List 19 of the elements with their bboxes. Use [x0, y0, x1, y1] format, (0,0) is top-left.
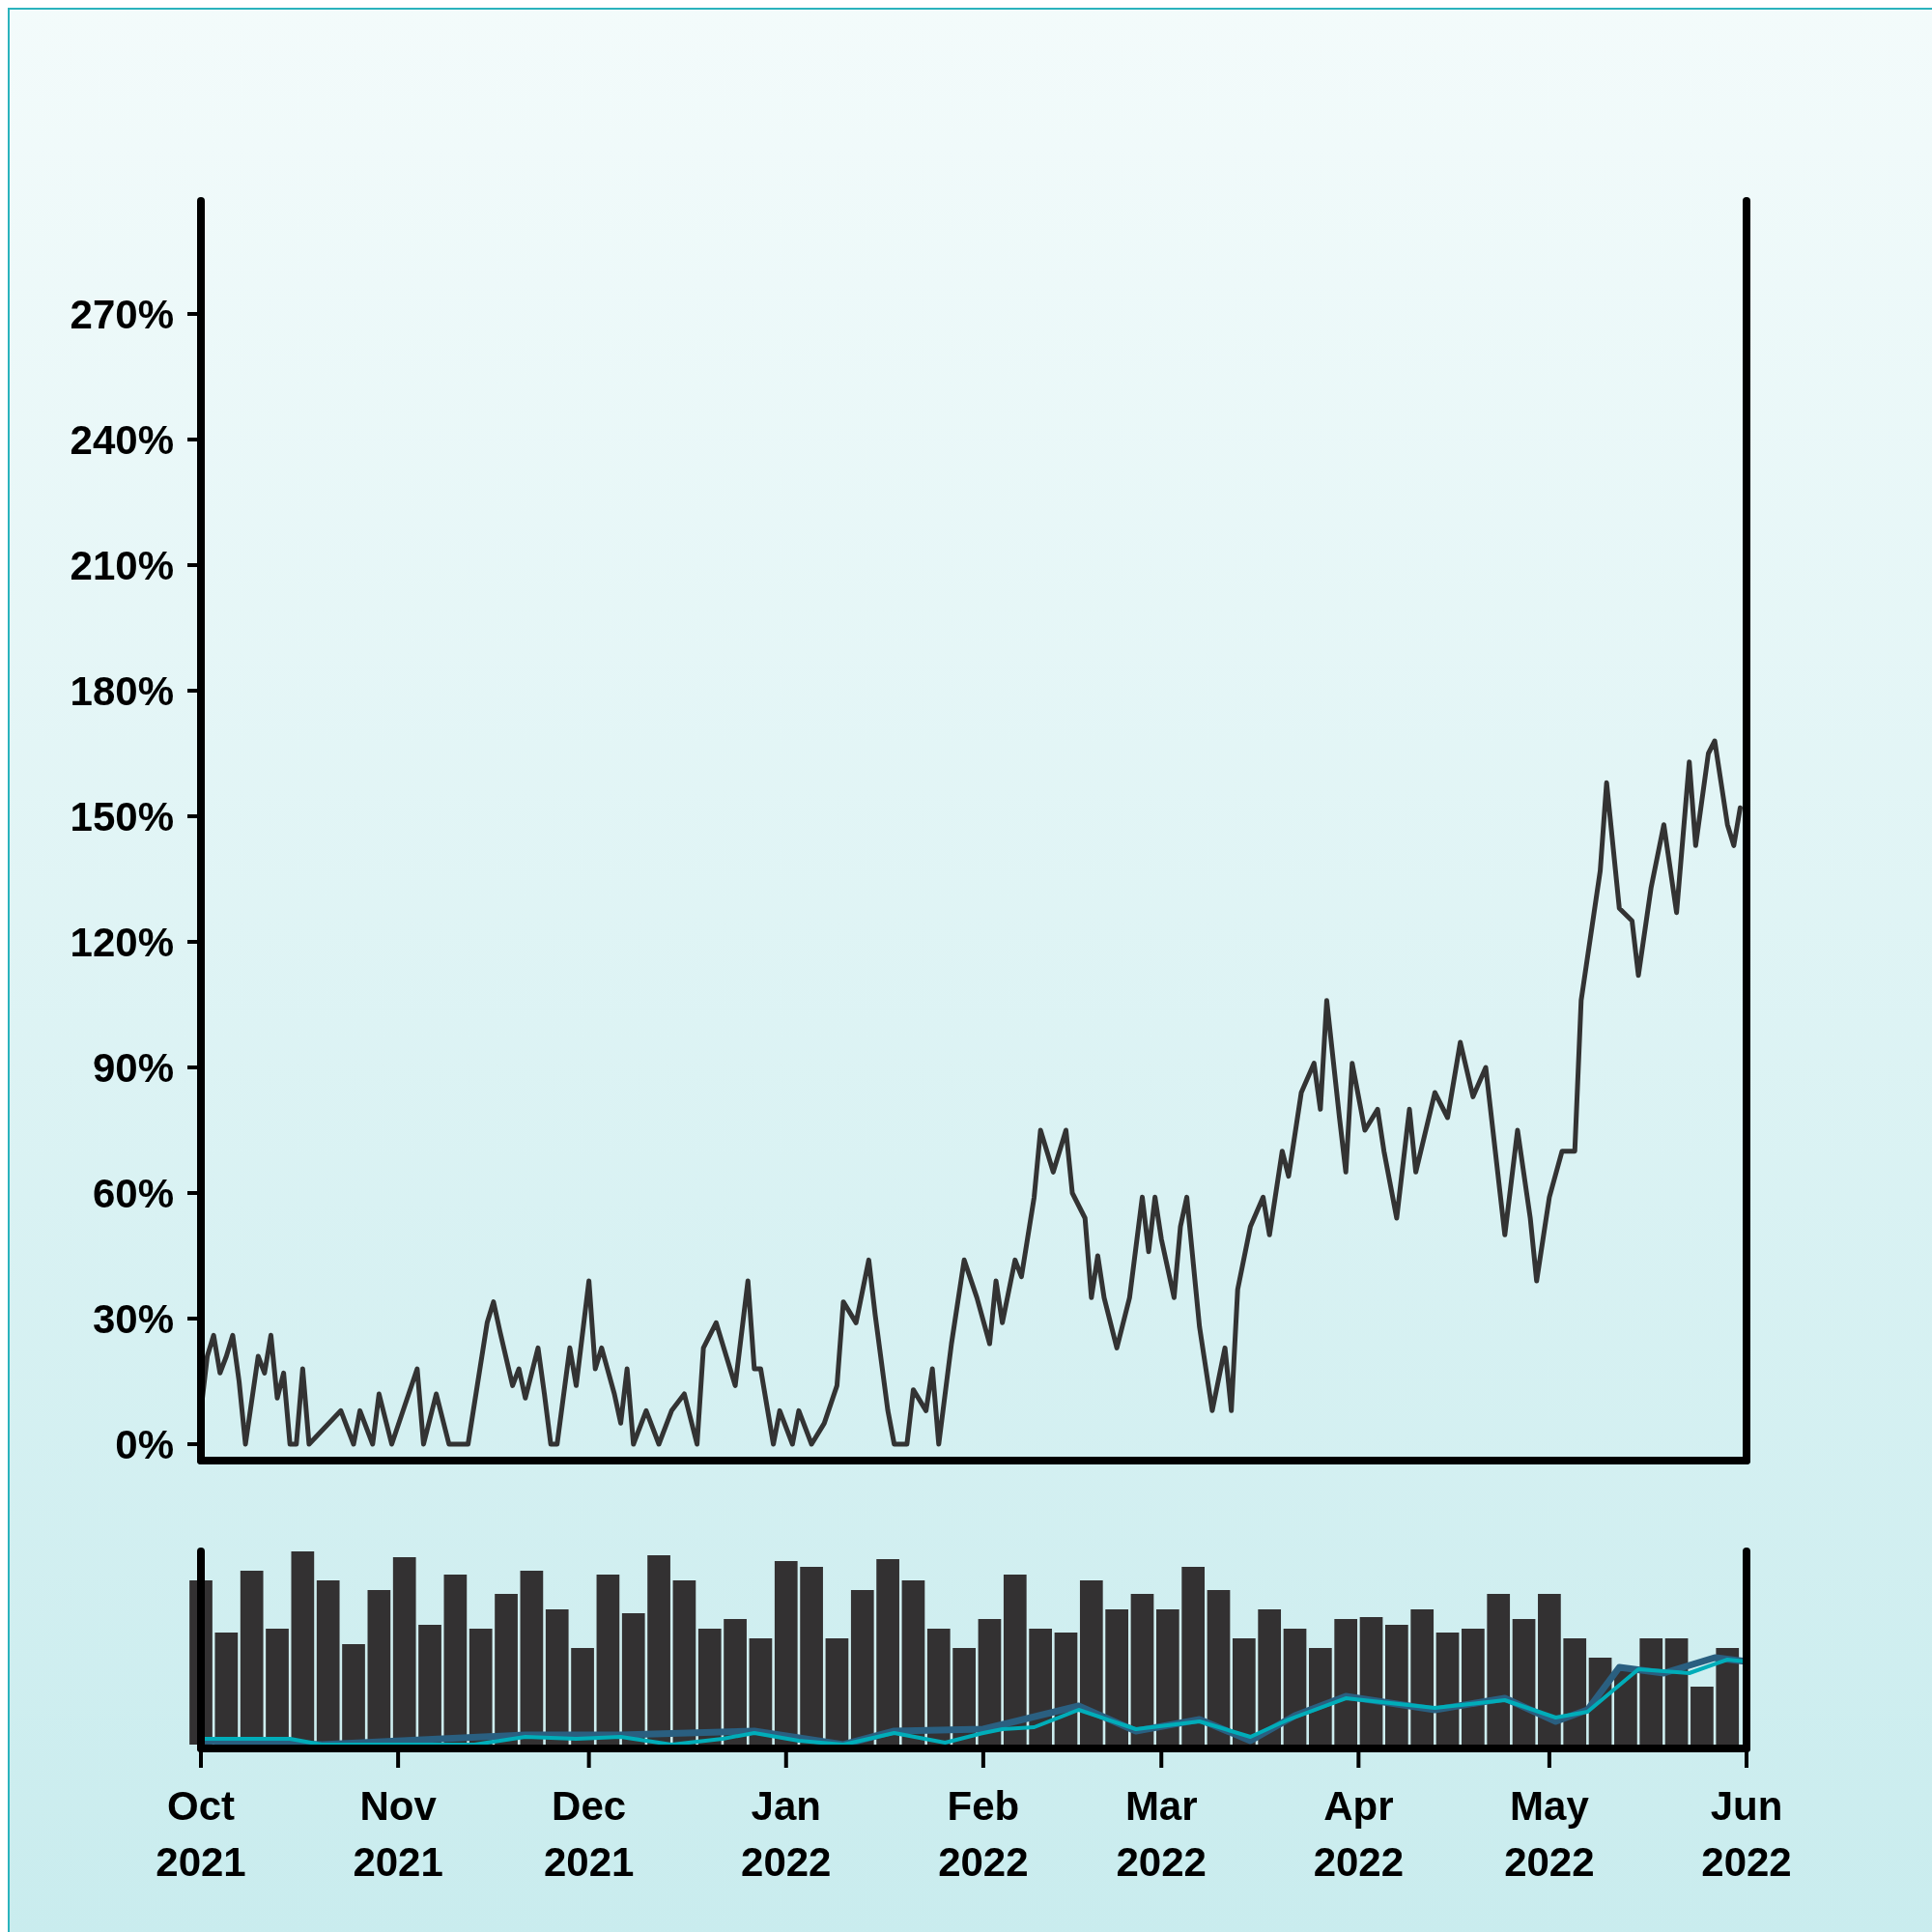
y-tick-label: 30%	[92, 1295, 174, 1342]
y-tick-label: 180%	[70, 668, 174, 714]
x-tick-label: Apr 2022	[1313, 1783, 1405, 1885]
y-tick-label: 240%	[70, 416, 174, 463]
y-tick-label: 120%	[70, 919, 174, 965]
y-tick-label: 150%	[70, 793, 174, 839]
y-tick-label: 0%	[115, 1421, 174, 1467]
x-tick-label: Mar 2022	[1116, 1783, 1207, 1885]
y-tick-label: 60%	[92, 1170, 174, 1216]
x-tick-label: Jan 2022	[741, 1783, 832, 1885]
x-tick-label: Feb 2022	[938, 1783, 1029, 1885]
y-tick-label: 210%	[70, 542, 174, 588]
y-tick-label: 270%	[70, 291, 174, 337]
x-tick-label: Oct 2021	[156, 1783, 246, 1885]
x-tick-label: Dec 2021	[543, 1783, 635, 1885]
x-tick-label: Jun 2022	[1701, 1783, 1792, 1885]
x-tick-label: Nov 2021	[353, 1783, 443, 1885]
y-tick-label: 90%	[92, 1044, 174, 1091]
x-tick-label: May 2022	[1504, 1783, 1595, 1885]
